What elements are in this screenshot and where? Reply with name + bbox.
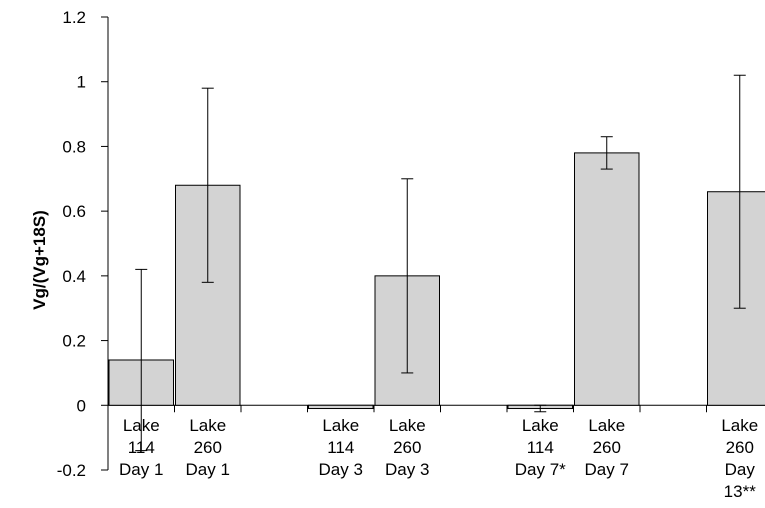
bar	[574, 152, 640, 406]
x-category-label-line: Day 3	[385, 460, 429, 479]
x-category-label: Lake 114 Day 3	[319, 416, 363, 479]
bar	[707, 191, 765, 406]
x-category-label-line: 260	[194, 438, 222, 457]
x-category-label-line: Day 7*	[515, 460, 566, 479]
x-category-label: Lake 260 Day 7	[585, 416, 629, 479]
x-category-label: Lake 114 Day 7*	[515, 416, 566, 479]
y-tick-label: 0.2	[62, 332, 86, 351]
x-category-label-line: Day 1	[119, 460, 163, 479]
x-category-label-line: Lake	[123, 416, 160, 435]
x-category-label-line: 260	[726, 438, 754, 457]
x-category-label: Lake 260 Day 1	[186, 416, 230, 479]
x-category-label-line: Day 3	[319, 460, 363, 479]
y-axis-label: Vg/(Vg+18S)	[30, 210, 49, 310]
x-category-label: Lake 260 Day 3	[385, 416, 429, 479]
bars	[108, 152, 765, 410]
x-category-label-line: Lake	[522, 416, 559, 435]
x-category-label-line: 260	[593, 438, 621, 457]
x-category-label-line: Day 7	[585, 460, 629, 479]
y-tick-labels: 1.2 1 0.8 0.6 0.4 0.2 0 -0.2	[57, 8, 86, 480]
x-category-label-line: Lake	[721, 416, 758, 435]
y-tick-label: 1.2	[62, 8, 86, 27]
x-category-label-line: Lake	[189, 416, 226, 435]
y-tick-label: -0.2	[57, 461, 86, 480]
x-category-label: Lake 114 Day 1	[119, 416, 163, 479]
bar	[308, 404, 374, 410]
x-category-label-line: Lake	[389, 416, 426, 435]
y-tick-label: 0	[77, 396, 86, 415]
y-tick-label: 0.4	[62, 267, 86, 286]
x-category-label-line: Day	[725, 460, 756, 479]
x-category-label-line: Lake	[322, 416, 359, 435]
y-tick-label: 0.6	[62, 202, 86, 221]
x-category-label-line: Lake	[588, 416, 625, 435]
x-category-label-line: 114	[128, 438, 155, 457]
x-category-label-line: 114	[327, 438, 354, 457]
x-category-label-line: Day 1	[186, 460, 230, 479]
y-tick-label: 0.8	[62, 137, 86, 156]
x-category-label-line: 114	[527, 438, 554, 457]
x-category-label-line: 13**	[724, 482, 757, 501]
y-tick-label: 1	[77, 73, 86, 92]
x-category-label: Lake 260 Day 13**	[721, 416, 758, 501]
x-category-label-line: 260	[393, 438, 421, 457]
error-bars	[135, 74, 746, 452]
